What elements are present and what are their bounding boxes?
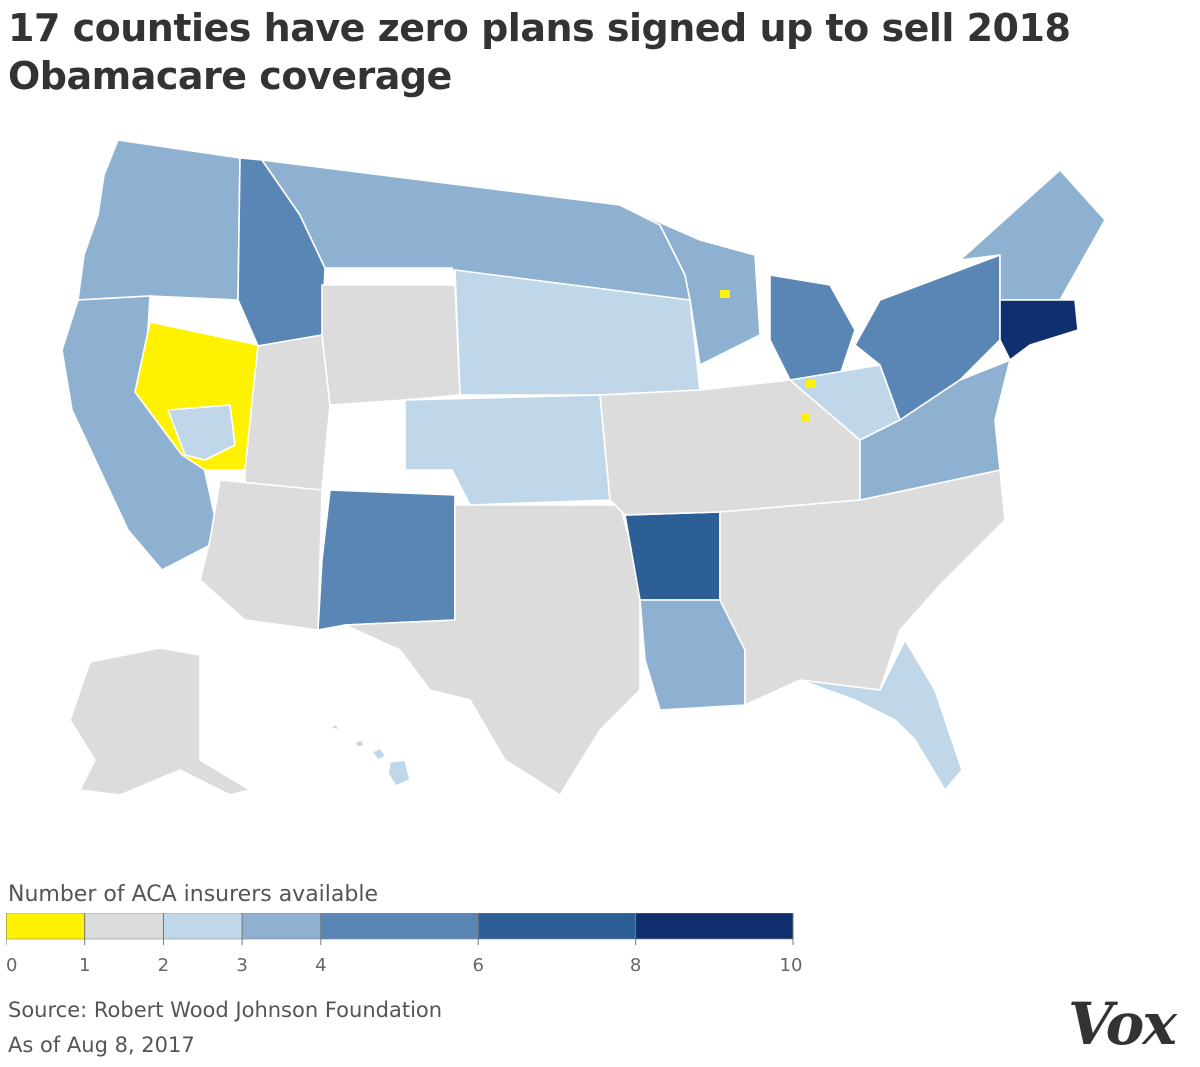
legend-bin-2 — [163, 913, 243, 940]
us-county-map — [61, 139, 1106, 796]
legend-bin-4 — [320, 913, 479, 940]
legend-bin-0 — [6, 913, 85, 940]
source-note: Source: Robert Wood Johnson Foundation — [8, 998, 443, 1022]
region-central-plains[interactable] — [404, 394, 611, 506]
region-southwest[interactable] — [199, 479, 323, 631]
legend-tick-label: 8 — [630, 955, 641, 976]
legend-bin-6 — [635, 913, 794, 940]
color-legend: 0 1 2 3 4 6 8 10 — [6, 913, 803, 976]
region-alaska[interactable] — [69, 647, 251, 796]
region-four-corners[interactable] — [317, 489, 456, 631]
legend-tick-label: 0 — [6, 955, 17, 976]
region-florida[interactable] — [799, 639, 963, 791]
date-note: As of Aug 8, 2017 — [8, 1033, 195, 1057]
vox-logo: Vox — [1068, 990, 1177, 1058]
chart-title: 17 counties have zero plans signed up to… — [8, 6, 1071, 98]
legend-tick-label: 6 — [472, 955, 483, 976]
legend-tick-label: 2 — [158, 955, 169, 976]
region-wisconsin[interactable] — [619, 204, 761, 366]
legend-tick-label: 10 — [780, 955, 803, 976]
region-hawaii[interactable] — [329, 723, 411, 787]
legend-tick-label: 1 — [79, 955, 90, 976]
legend-bin-1 — [84, 913, 164, 940]
region-michigan[interactable] — [769, 274, 856, 381]
zero-county-wisconsin[interactable] — [720, 290, 730, 298]
region-great-basin[interactable] — [244, 334, 331, 491]
region-southern-new-england[interactable] — [999, 299, 1079, 361]
zero-county-ohio-south[interactable] — [802, 414, 810, 422]
region-mid-atlantic[interactable] — [859, 359, 1011, 501]
region-southern-nevada[interactable] — [167, 404, 236, 461]
region-arkansas[interactable] — [624, 511, 721, 601]
zero-county-ohio-north[interactable] — [806, 380, 816, 388]
legend-title: Number of ACA insurers available — [8, 882, 378, 907]
legend-tick-label: 4 — [315, 955, 326, 976]
region-wyoming[interactable] — [321, 284, 461, 406]
legend-tick-label: 3 — [236, 955, 247, 976]
legend-bin-3 — [241, 913, 322, 940]
region-pacific-northwest[interactable] — [77, 139, 241, 301]
legend-bin-5 — [477, 913, 636, 940]
